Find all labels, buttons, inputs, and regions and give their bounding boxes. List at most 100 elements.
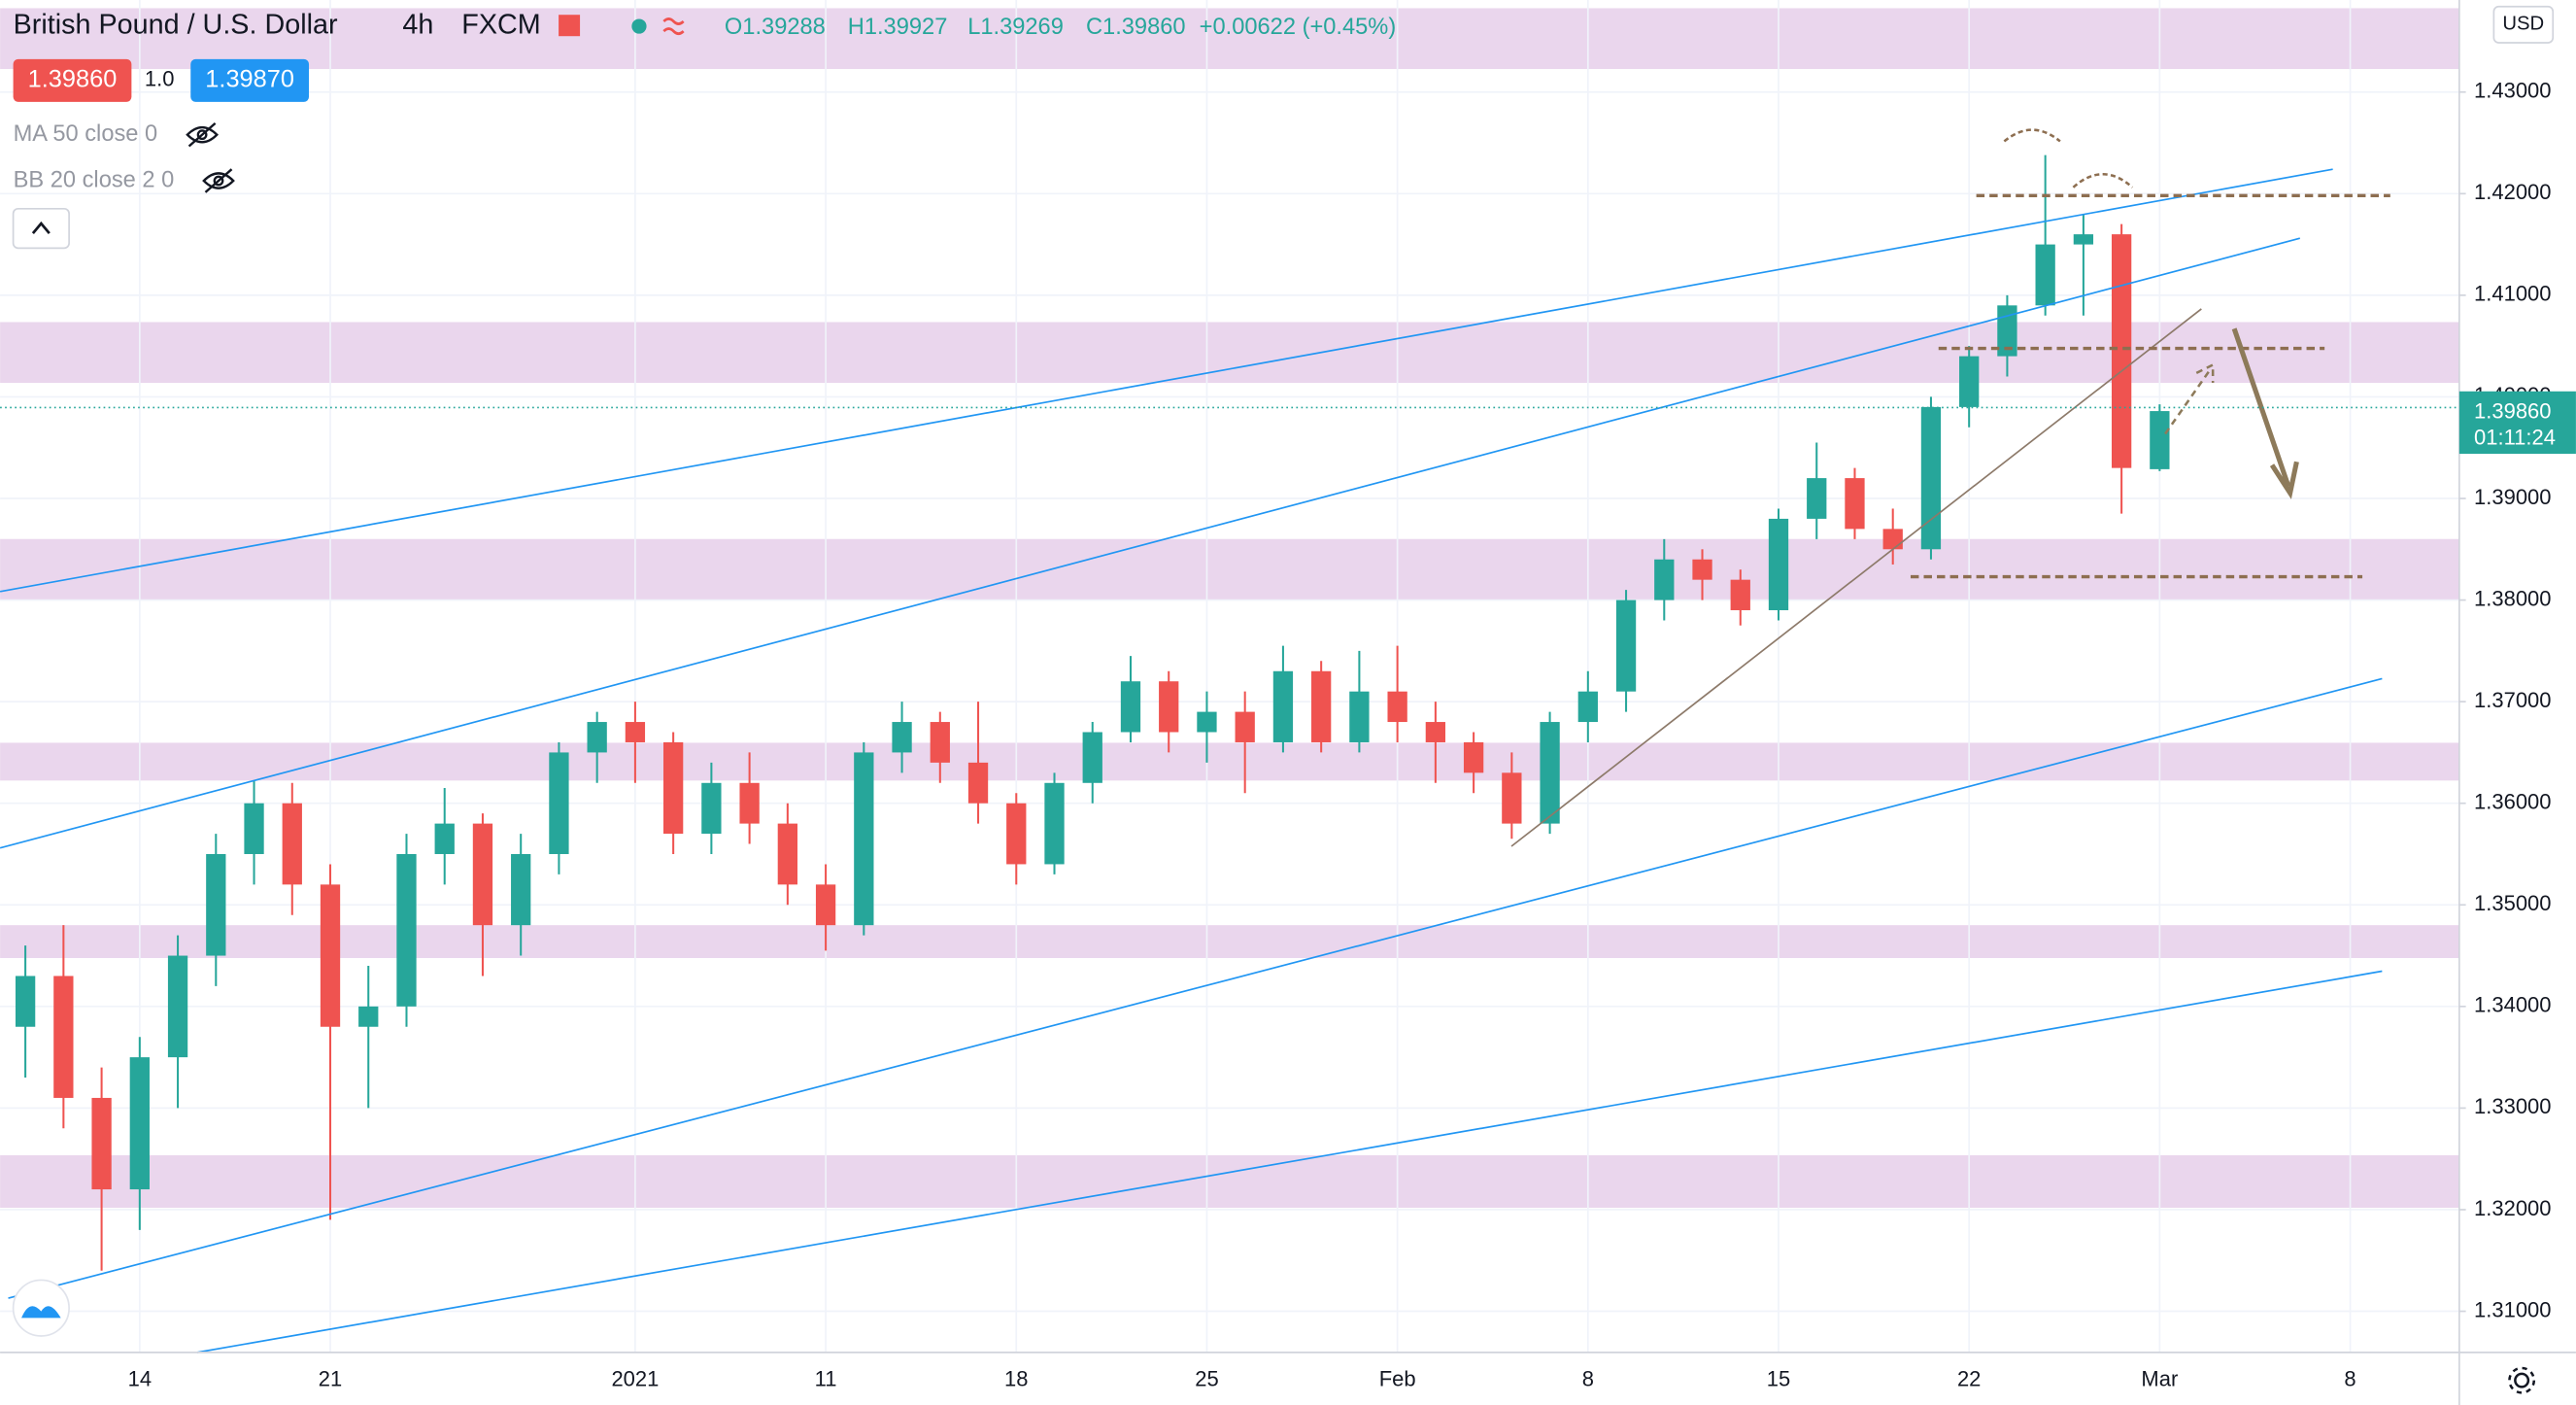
ohlc-change: +0.00622 (+0.45%) <box>1200 15 1397 40</box>
logo[interactable] <box>12 1279 70 1337</box>
candle-body <box>1044 782 1065 865</box>
symbol: British Pound / U.S. Dollar <box>14 10 338 41</box>
zone <box>0 538 2459 600</box>
candle-body <box>1082 732 1102 783</box>
hide-icon[interactable] <box>186 121 219 148</box>
settings-icon[interactable] <box>2508 1366 2536 1394</box>
candle-body <box>167 955 188 1058</box>
candle-body <box>320 884 341 1027</box>
y-tick-label: 1.43000 <box>2474 79 2551 103</box>
candle-body <box>282 803 302 885</box>
x-tick-label: 21 <box>319 1366 342 1390</box>
collapse-button[interactable] <box>12 207 70 250</box>
x-tick-label: 22 <box>1957 1366 1981 1390</box>
y-tick-label: 1.42000 <box>2474 180 2551 204</box>
countdown: 01:11:24 <box>2474 426 2556 450</box>
trend-line <box>8 677 2383 1299</box>
candle-body <box>625 722 646 742</box>
zone <box>0 1154 2459 1209</box>
x-tick-label: 2021 <box>611 1366 659 1390</box>
sell-button[interactable] <box>13 58 132 102</box>
candle-body <box>1311 670 1332 742</box>
candle-body <box>815 884 836 926</box>
buy-price: 1.39870 <box>205 66 294 93</box>
candle-body <box>1387 691 1407 723</box>
candle-body <box>1349 691 1370 742</box>
candle-body <box>244 803 264 854</box>
trend-line <box>0 168 2333 593</box>
currency: USD <box>2502 14 2544 35</box>
candle-body <box>91 1097 112 1190</box>
candle-body <box>15 976 36 1027</box>
candle-body <box>1159 681 1179 733</box>
y-tick-label: 1.37000 <box>2474 688 2551 712</box>
candle-body <box>1235 711 1255 742</box>
candle-body <box>1807 478 1827 519</box>
collapse-icon <box>31 221 51 235</box>
candle-body <box>1425 722 1446 742</box>
y-tick-label: 1.33000 <box>2474 1094 2551 1118</box>
zone <box>0 322 2459 384</box>
candle-body <box>1540 722 1560 824</box>
buy-button[interactable] <box>190 58 310 102</box>
trend-line <box>0 237 2301 849</box>
candle-body <box>1730 579 1750 611</box>
candle-body <box>1654 559 1675 600</box>
candle-body <box>1615 600 1637 692</box>
candle-body <box>587 722 607 753</box>
trend-line <box>196 970 2383 1354</box>
candles <box>15 154 2170 1271</box>
status-dot <box>631 18 647 34</box>
candle-body <box>1197 711 1217 733</box>
candle-body <box>129 1057 150 1190</box>
y-tick-label: 1.38000 <box>2474 586 2551 610</box>
ohlc-open: O1.39288 <box>725 15 826 40</box>
last-price-tag <box>2458 391 2576 455</box>
ohlc-low: L1.39269 <box>967 15 1064 40</box>
exchange: FXCM <box>461 10 540 41</box>
candle-body <box>892 722 912 753</box>
trend-line <box>1510 308 2202 847</box>
x-tick-label: 8 <box>1582 1366 1594 1390</box>
candle-body <box>2073 234 2094 245</box>
y-tick-label: 1.34000 <box>2474 993 2551 1017</box>
x-tick-label: Feb <box>1379 1366 1416 1390</box>
candle-body <box>1577 691 1598 723</box>
x-tick-label: 8 <box>2344 1366 2356 1390</box>
arrow <box>2231 327 2299 499</box>
flag-icon[interactable] <box>559 15 581 37</box>
y-tick-label: 1.31000 <box>2474 1297 2551 1321</box>
spread: 1.0 <box>145 67 175 91</box>
zone <box>0 925 2459 958</box>
grid <box>0 0 2459 1353</box>
ohlc-close: C1.39860 <box>1086 15 1186 40</box>
candle-body <box>739 782 760 824</box>
currency-button[interactable] <box>2492 5 2555 44</box>
candle-body <box>1845 478 1865 530</box>
x-tick-label: 18 <box>1004 1366 1028 1390</box>
interval: 4h <box>402 10 433 41</box>
candle-body <box>1006 803 1027 865</box>
x-tick-label: Mar <box>2141 1366 2178 1390</box>
y-tick-label: 1.41000 <box>2474 282 2551 306</box>
candle-body <box>662 741 684 835</box>
hide-icon[interactable] <box>202 168 235 193</box>
x-tick-label: 25 <box>1195 1366 1218 1390</box>
candle-body <box>854 752 874 926</box>
candle-body <box>1959 356 1980 407</box>
candle-body <box>1692 559 1712 580</box>
candle-body <box>53 976 74 1098</box>
candle-body <box>1920 406 1942 550</box>
candle-body <box>549 752 569 854</box>
status-icon <box>662 17 685 36</box>
y-tick-label: 1.35000 <box>2474 891 2551 915</box>
candle-body <box>2150 411 2170 469</box>
candle-body <box>1463 741 1484 773</box>
zone <box>0 8 2459 70</box>
candle-body <box>1272 670 1294 742</box>
sell-price: 1.39860 <box>28 66 118 93</box>
candle-body <box>206 853 226 956</box>
candle-body <box>358 1006 379 1027</box>
candle-body <box>777 823 797 885</box>
